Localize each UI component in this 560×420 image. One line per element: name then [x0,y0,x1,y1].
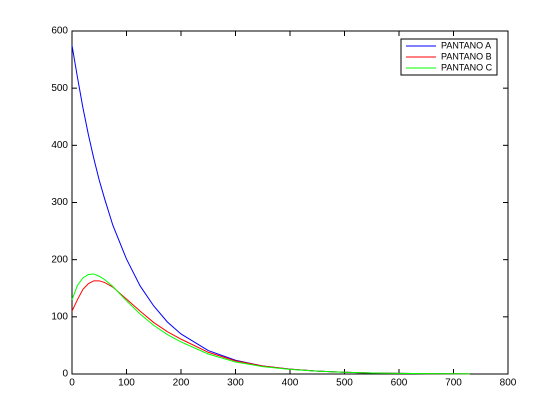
x-tick-label: 700 [445,378,462,389]
x-tick-label: 300 [227,378,244,389]
series-line [71,273,470,375]
y-tick-label: 400 [51,140,68,151]
x-tick-label: 200 [173,378,190,389]
y-tick-label: 500 [51,83,68,94]
legend-label: PANTANO A [441,40,491,50]
x-tick-label: 100 [118,378,135,389]
y-tick-label: 200 [51,254,68,265]
x-tick-label: 500 [336,378,353,389]
y-tick-label: 0 [62,369,68,380]
legend-label: PANTANO C [441,62,493,72]
x-tick-label: 0 [69,378,75,389]
y-tick-label: 600 [51,26,68,37]
x-tick-label: 400 [282,378,299,389]
x-tick-label: 800 [500,378,517,389]
y-tick-label: 300 [51,197,68,208]
x-tick-label: 600 [391,378,408,389]
y-tick-label: 100 [51,311,68,322]
plot-area [71,30,509,375]
legend-label: PANTANO B [441,51,492,61]
